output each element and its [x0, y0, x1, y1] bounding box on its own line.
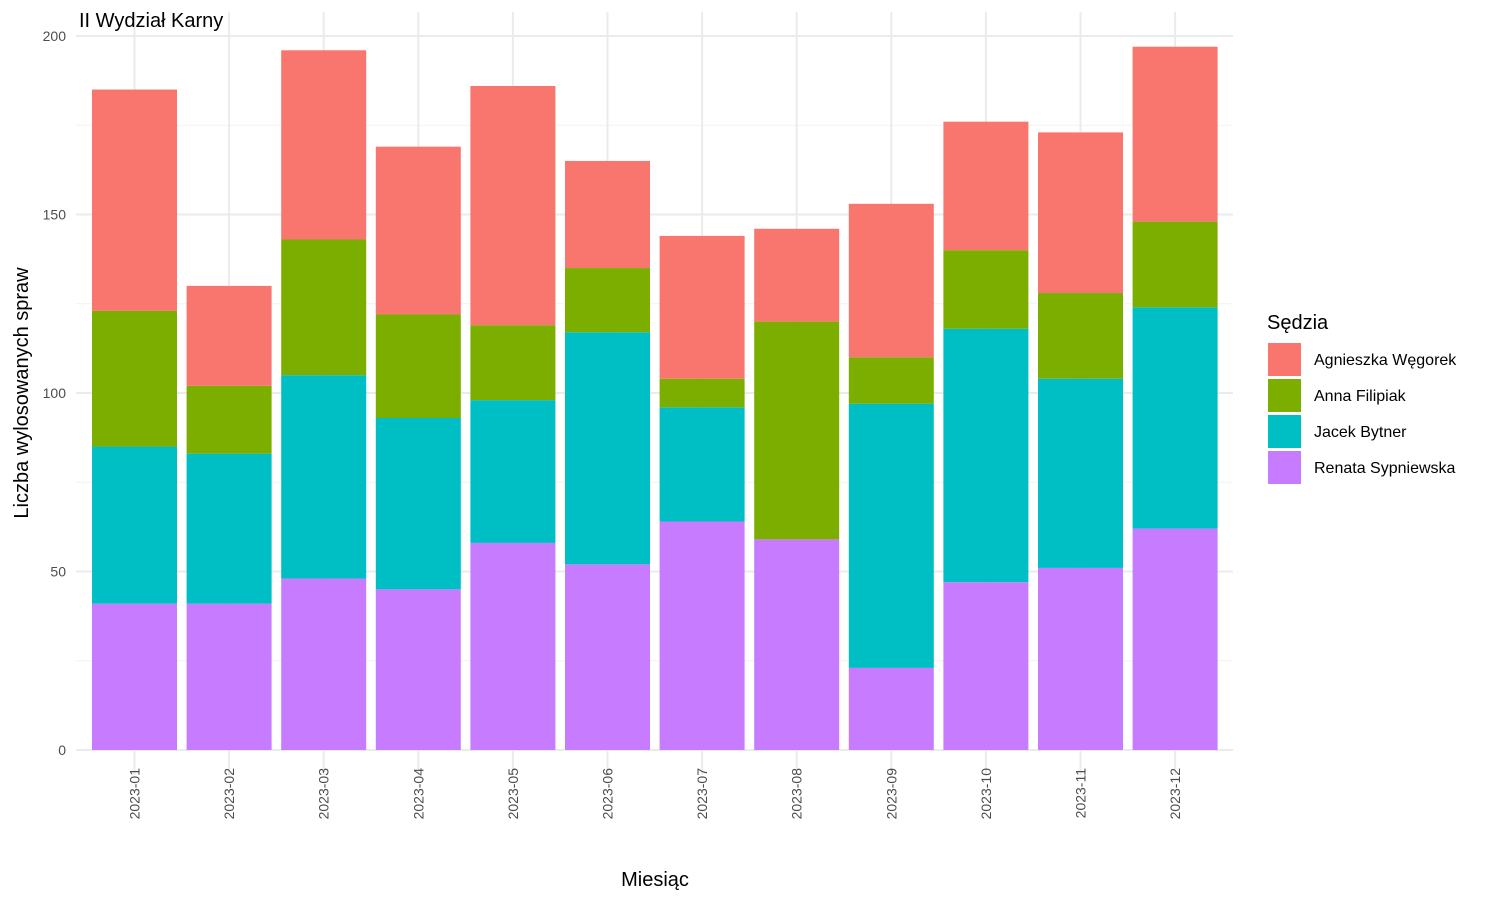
chart-title: II Wydział Karny [79, 10, 223, 32]
x-tick-label: 2023-06 [600, 768, 616, 820]
legend: Sędzia Agnieszka Węgorek Anna Filipiak Jac… [1267, 312, 1457, 484]
bar-segment-agnieszka-w-gorek [375, 146, 461, 315]
bar-segment-agnieszka-w-gorek [565, 160, 650, 269]
axes: 0 50 100 150 200 2023-01 2023-02 2023-03 2023-04… [43, 28, 1183, 819]
x-tick-label: 2023-09 [883, 768, 899, 820]
bar-segment-agnieszka-w-gorek [754, 228, 840, 322]
bar-segment-jacek-bytner [659, 407, 745, 522]
legend-key [1268, 343, 1301, 376]
bar-segment-anna-filipiak [1038, 293, 1123, 379]
bar-segment-agnieszka-w-gorek [470, 85, 556, 326]
legend-label: Jacek Bytner [1314, 424, 1407, 441]
bar-segment-agnieszka-w-gorek [1132, 46, 1218, 222]
bar-segment-jacek-bytner [1132, 307, 1218, 529]
bar-segment-jacek-bytner [565, 332, 650, 565]
bar-segment-renata-sypniewska [659, 521, 745, 750]
x-tick-label: 2023-04 [410, 768, 426, 820]
bar-segment-jacek-bytner [281, 375, 367, 579]
legend-label: Anna Filipiak [1314, 388, 1407, 405]
bar-segment-agnieszka-w-gorek [659, 235, 745, 379]
bar-segment-jacek-bytner [470, 400, 556, 543]
x-tick-label: 2023-12 [1167, 768, 1183, 820]
bar-segment-renata-sypniewska [1038, 567, 1123, 750]
bar-segment-anna-filipiak [186, 385, 272, 454]
bar-segment-renata-sypniewska [565, 564, 650, 750]
bar-segment-agnieszka-w-gorek [1038, 132, 1123, 294]
bar-segment-renata-sypniewska [470, 542, 556, 750]
legend-label: Agnieszka Węgorek [1314, 352, 1457, 369]
bar-segment-anna-filipiak [848, 357, 934, 404]
bar-segment-jacek-bytner [1038, 378, 1123, 568]
y-tick-label: 150 [43, 207, 67, 223]
x-tick-label: 2023-05 [505, 768, 521, 820]
x-tick-label: 2023-08 [789, 768, 805, 820]
bar-segment-anna-filipiak [470, 325, 556, 401]
legend-key [1268, 415, 1301, 448]
x-tick-label: 2023-01 [127, 768, 143, 820]
bar-segment-renata-sypniewska [848, 667, 934, 750]
bar-segment-anna-filipiak [92, 310, 177, 447]
bar-segment-anna-filipiak [565, 268, 650, 333]
bar-segment-renata-sypniewska [754, 539, 840, 750]
bar-segment-jacek-bytner [943, 328, 1029, 583]
legend-key [1268, 451, 1301, 484]
legend-label: Renata Sypniewska [1314, 460, 1456, 477]
legend-title: Sędzia [1267, 312, 1329, 334]
bar-segment-anna-filipiak [943, 250, 1029, 329]
bar-segment-anna-filipiak [659, 378, 745, 408]
bar-segment-renata-sypniewska [943, 582, 1029, 750]
bar-segment-agnieszka-w-gorek [92, 89, 177, 311]
bar-segment-agnieszka-w-gorek [848, 203, 934, 358]
x-tick-label: 2023-02 [221, 768, 237, 820]
bar-segment-jacek-bytner [848, 403, 934, 668]
y-axis-title: Liczba wylosowanych spraw [11, 267, 33, 519]
y-tick-label: 100 [43, 385, 67, 401]
x-tick-label: 2023-11 [1073, 768, 1089, 819]
bar-segment-anna-filipiak [754, 321, 840, 540]
bar-segment-agnieszka-w-gorek [281, 50, 367, 240]
bar-segment-jacek-bytner [186, 453, 272, 604]
bar-segment-anna-filipiak [1132, 221, 1218, 308]
y-tick-label: 200 [43, 28, 67, 44]
bar-segment-renata-sypniewska [186, 603, 272, 750]
x-tick-label: 2023-07 [694, 768, 710, 820]
bar-segment-anna-filipiak [281, 239, 367, 376]
bar-segment-renata-sypniewska [281, 578, 367, 750]
bar-segment-jacek-bytner [92, 446, 177, 604]
bar-segment-anna-filipiak [375, 314, 461, 418]
x-axis-title: Miesiąc [621, 869, 689, 891]
y-tick-label: 0 [58, 742, 66, 758]
bar-segment-agnieszka-w-gorek [186, 285, 272, 386]
bar-segment-renata-sypniewska [375, 589, 461, 750]
x-tick-label: 2023-10 [978, 768, 994, 820]
bar-segment-agnieszka-w-gorek [943, 121, 1029, 251]
legend-key [1268, 379, 1301, 412]
bar-segment-jacek-bytner [375, 417, 461, 590]
bars [92, 46, 1218, 750]
bar-segment-renata-sypniewska [1132, 528, 1218, 750]
x-tick-label: 2023-03 [316, 768, 332, 820]
y-tick-label: 50 [50, 564, 66, 580]
bar-segment-renata-sypniewska [92, 603, 177, 750]
